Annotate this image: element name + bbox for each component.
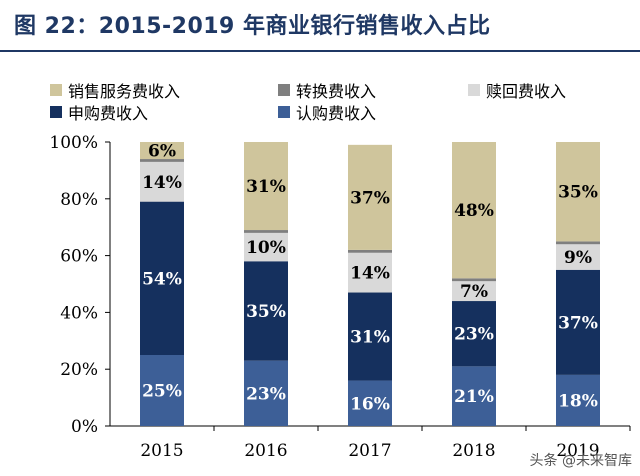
data-label: 37% [558, 313, 598, 333]
legend-label: 认购费收入 [296, 104, 377, 123]
x-tick-label: 2018 [452, 441, 495, 461]
bar-segment [452, 301, 496, 367]
bar-segment [556, 244, 600, 270]
bar-segment [244, 230, 288, 233]
bar-segment [556, 374, 600, 426]
data-label: 6% [148, 142, 176, 162]
data-label: 23% [246, 384, 286, 404]
bar-segment [244, 232, 288, 262]
y-tick-label: 80% [60, 190, 98, 210]
x-tick-label: 2019 [556, 441, 599, 461]
data-label: 10% [246, 238, 286, 258]
bar-segment [244, 360, 288, 426]
legend: 销售服务费收入 转换费收入 赎回费收入申购费收入 认购费收入 [50, 74, 610, 123]
data-label: 21% [454, 387, 494, 407]
legend-item: 销售服务费收入 [50, 78, 180, 102]
chart-title: 图 22：2015-2019 年商业银行销售收入占比 [14, 14, 491, 39]
bar-segment [348, 249, 392, 253]
watermark: 头条 @未来智库 [529, 453, 632, 469]
bar-segment [140, 159, 184, 162]
bar-segment [140, 355, 184, 426]
title-divider [0, 50, 640, 52]
bar-segment [556, 269, 600, 375]
x-tick-label: 2016 [244, 441, 287, 461]
data-label: 7% [460, 282, 488, 302]
data-label: 35% [246, 302, 286, 322]
bar-segment [556, 241, 600, 245]
data-label: 23% [454, 325, 494, 345]
bar-segment [140, 161, 184, 202]
data-label: 18% [558, 391, 598, 411]
data-label: 48% [454, 201, 494, 221]
x-tick-label: 2017 [348, 441, 391, 461]
y-tick-label: 20% [60, 360, 98, 380]
legend-swatch [468, 84, 480, 96]
legend-label: 转换费收入 [296, 82, 377, 101]
legend-swatch [50, 106, 62, 118]
legend-item: 转换费收入 [278, 78, 376, 102]
bar-segment [140, 142, 184, 160]
data-label: 35% [558, 183, 598, 203]
bar-segment [348, 292, 392, 381]
data-label: 37% [350, 188, 390, 208]
y-tick-label: 40% [60, 303, 98, 323]
legend-swatch [278, 84, 290, 96]
bar-segment [348, 252, 392, 293]
bar-segment [452, 281, 496, 302]
bar-segment [348, 144, 392, 250]
legend-swatch [50, 84, 62, 96]
legend-item: 认购费收入 [278, 100, 376, 124]
data-label: 25% [142, 382, 182, 402]
data-label: 14% [142, 173, 182, 193]
bar-segment [244, 142, 288, 231]
legend-item: 申购费收入 [50, 100, 148, 124]
bar-segment [244, 261, 288, 361]
y-tick-label: 100% [49, 133, 98, 153]
bar-segment [140, 201, 184, 355]
data-label: 31% [350, 328, 390, 348]
bar-segment [556, 142, 600, 242]
y-tick-label: 0% [71, 417, 98, 437]
legend-label: 申购费收入 [68, 104, 149, 123]
legend-label: 销售服务费收入 [68, 82, 181, 101]
bar-segment [452, 278, 496, 282]
data-label: 54% [142, 269, 182, 289]
data-label: 14% [350, 264, 390, 284]
legend-label: 赎回费收入 [486, 82, 567, 101]
y-tick-label: 60% [60, 247, 98, 267]
bar-segment [348, 380, 392, 426]
legend-swatch [278, 106, 290, 118]
data-label: 9% [564, 248, 592, 268]
x-tick-label: 2015 [140, 441, 183, 461]
data-label: 31% [246, 177, 286, 197]
data-label: 16% [350, 394, 390, 414]
legend-item: 赎回费收入 [468, 78, 566, 102]
bar-segment [452, 366, 496, 426]
bar-segment [452, 142, 496, 279]
